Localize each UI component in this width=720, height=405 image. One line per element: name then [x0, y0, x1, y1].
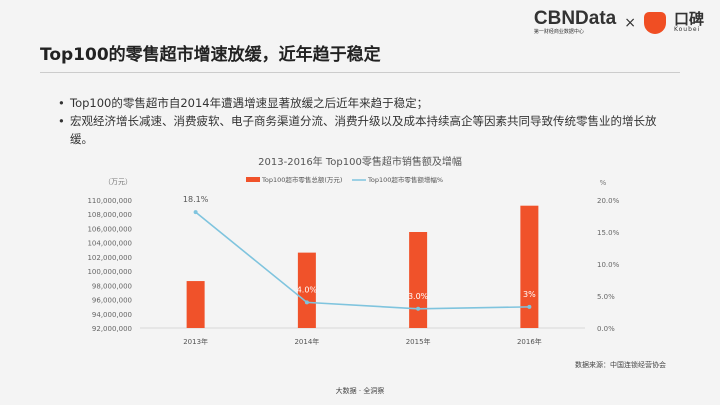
bar	[520, 205, 539, 328]
y-tick-label: 92,000,000	[92, 325, 132, 333]
data-label: 18.1%	[183, 195, 209, 204]
y-tick-label: 100,000,000	[87, 268, 132, 276]
footer: 大数据 · 全洞察	[335, 387, 385, 395]
y2-tick-label: 0.0%	[597, 325, 615, 333]
y2-tick-label: 15.0%	[597, 229, 620, 237]
cbndata-logo: CBNData 第一财经商业数据中心	[533, 8, 617, 35]
x-tick-label: 2013年	[183, 337, 208, 346]
data-label: 3.0%	[408, 292, 429, 301]
y-tick-label: 96,000,000	[92, 297, 132, 305]
y2-axis-unit: %	[600, 179, 607, 187]
bullet-item: Top100的零售超市自2014年遭遇增速显著放缓之后近年来趋于稳定；	[58, 94, 678, 112]
logos: CBNData 第一财经商业数据中心 × 口碑 Koubei	[533, 8, 704, 35]
y-tick-label: 98,000,000	[92, 282, 132, 290]
legend-bar-swatch	[246, 177, 260, 182]
chart-title: 2013-2016年 Top100零售超市销售额及增幅	[258, 155, 462, 168]
y2-tick-label: 5.0%	[597, 293, 615, 301]
y-tick-label: 102,000,000	[87, 254, 132, 262]
logo-separator: ×	[624, 14, 636, 31]
data-label: 3%	[523, 290, 536, 299]
y2-tick-label: 10.0%	[597, 261, 620, 269]
growth-line	[195, 211, 530, 310]
data-source: 数据来源：中国连锁经营协会	[575, 361, 666, 369]
line-point	[193, 210, 198, 215]
y-tick-label: 108,000,000	[87, 211, 132, 219]
bar	[186, 281, 205, 328]
y-tick-label: 110,000,000	[87, 197, 132, 205]
koubei-logo: 口碑 Koubei	[673, 10, 704, 34]
y2-tick-label: 20.0%	[597, 197, 620, 205]
y-tick-label: 104,000,000	[87, 240, 132, 248]
x-tick-label: 2016年	[517, 337, 542, 346]
line-point	[527, 304, 532, 309]
x-tick-label: 2014年	[294, 337, 319, 346]
legend-line-label: Top100超市零售额增幅%	[367, 175, 443, 184]
bar	[409, 232, 428, 328]
line-point	[304, 300, 309, 305]
x-tick-label: 2015年	[406, 337, 431, 346]
line-point	[416, 306, 421, 311]
bullet-item: 宏观经济增长减速、消费疲软、电子商务渠道分流、消费升级以及成本持续高企等因素共同…	[58, 112, 678, 148]
y-axis-unit: （万元）	[104, 178, 132, 186]
koubei-icon	[643, 11, 666, 34]
cbndata-sub: 第一财经商业数据中心	[533, 29, 584, 35]
page-title: Top100的零售超市增速放缓，近年趋于稳定	[40, 45, 381, 65]
y-tick-label: 106,000,000	[87, 225, 132, 233]
bullet-list: Top100的零售超市自2014年遭遇增速显著放缓之后近年来趋于稳定； 宏观经济…	[58, 94, 678, 148]
bar	[297, 252, 316, 328]
title-divider	[40, 72, 680, 73]
data-label: 4.0%	[297, 285, 318, 294]
legend-bar-label: Top100超市零售总额(万元)	[261, 175, 342, 184]
y-tick-label: 94,000,000	[92, 311, 132, 319]
